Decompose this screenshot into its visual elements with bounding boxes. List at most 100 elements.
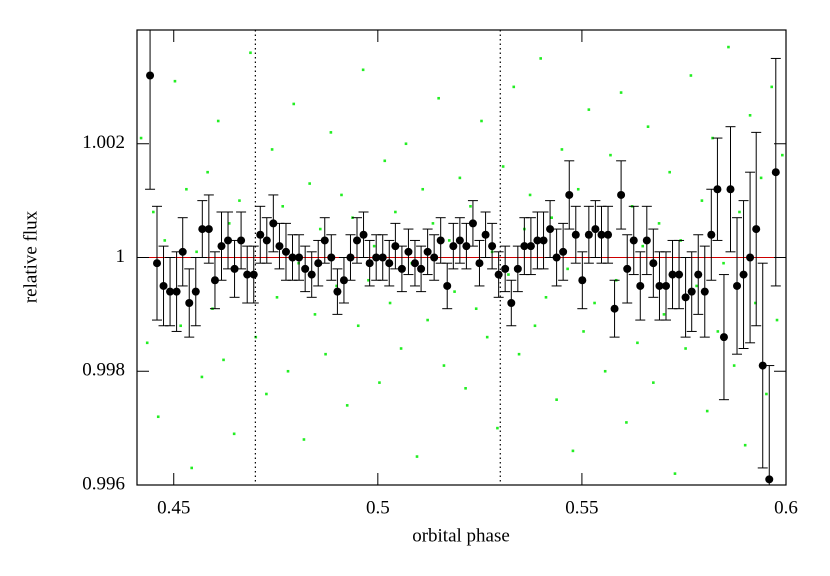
binned-point (449, 242, 458, 251)
data-point (345, 404, 349, 407)
binned-point (307, 270, 316, 279)
data-point (458, 176, 462, 180)
x-axis-label: orbital phase (412, 525, 510, 546)
data-point (603, 369, 607, 373)
binned-point (153, 259, 162, 268)
binned-point (378, 253, 387, 262)
data-point (281, 205, 285, 208)
binned-point (146, 71, 155, 80)
data-point (173, 79, 177, 83)
data-point (200, 375, 204, 379)
data-point (593, 301, 596, 305)
data-point (421, 187, 425, 191)
data-point (765, 392, 768, 396)
data-point (560, 148, 564, 151)
data-point (329, 131, 333, 134)
data-point (340, 193, 343, 197)
data-point (555, 398, 558, 401)
binned-point (559, 247, 568, 256)
data-point (372, 244, 376, 248)
data-point (415, 455, 419, 458)
binned-point (507, 299, 516, 307)
data-point (442, 364, 446, 367)
data-point (657, 222, 661, 225)
binned-point (237, 236, 246, 245)
data-point (759, 176, 763, 180)
data-point (539, 57, 542, 60)
binned-point (571, 230, 580, 239)
data-point (582, 330, 585, 333)
binned-point (526, 242, 535, 251)
data-point (367, 278, 370, 282)
data-point (275, 296, 279, 299)
binned-point (668, 270, 677, 279)
binned-point (539, 236, 548, 245)
binned-point (333, 287, 342, 296)
data-point (318, 227, 322, 231)
data-point (576, 187, 580, 191)
binned-point (739, 270, 748, 279)
data-point (404, 142, 408, 146)
data-point (619, 91, 623, 94)
data-point (216, 119, 220, 123)
binned-point (295, 253, 304, 262)
y-tick-label: 0.996 (82, 473, 125, 494)
data-point (232, 432, 236, 436)
binned-point (629, 236, 638, 245)
data-point (775, 318, 779, 322)
binned-point (410, 259, 419, 268)
binned-point (681, 293, 690, 302)
binned-point (494, 270, 503, 279)
data-point (227, 222, 231, 225)
binned-point (771, 168, 780, 177)
data-point (437, 96, 440, 100)
data-point (668, 170, 671, 174)
binned-point (713, 185, 722, 194)
data-point (662, 313, 666, 316)
data-point (496, 426, 499, 430)
binned-point (462, 242, 471, 251)
data-point (609, 153, 612, 157)
x-tick-label: 0.55 (565, 497, 598, 518)
binned-point (430, 253, 439, 262)
binned-point (269, 219, 278, 228)
data-point (533, 324, 537, 328)
data-point (738, 210, 741, 214)
data-point (308, 182, 311, 185)
binned-point (675, 270, 684, 279)
data-point (770, 85, 774, 89)
binned-point (655, 281, 664, 290)
data-point (684, 347, 687, 350)
binned-point (243, 270, 252, 279)
binned-point (262, 236, 271, 245)
data-point (544, 296, 548, 299)
data-point (388, 301, 392, 305)
data-point (469, 205, 472, 208)
binned-point (281, 247, 290, 256)
data-point (571, 449, 575, 453)
binned-point (584, 230, 593, 239)
binned-point (353, 236, 362, 245)
data-point (743, 443, 747, 447)
binned-point (178, 247, 187, 256)
binned-point (339, 276, 348, 285)
data-point (700, 199, 704, 202)
data-point (145, 341, 149, 345)
binned-point (365, 259, 374, 268)
data-point (480, 119, 483, 123)
data-point (378, 381, 381, 384)
y-tick-label: 0.998 (82, 360, 125, 381)
binned-point (617, 190, 626, 199)
binned-point (604, 230, 613, 239)
binned-point (513, 264, 522, 273)
binned-point (752, 225, 761, 234)
data-point (722, 261, 725, 265)
binned-point (185, 299, 194, 307)
data-point (646, 125, 650, 128)
y-axis-label: relative flux (20, 210, 41, 303)
binned-point (385, 259, 394, 268)
binned-point (397, 264, 406, 273)
binned-point (159, 281, 168, 290)
data-point (453, 290, 456, 293)
data-point (383, 159, 387, 163)
